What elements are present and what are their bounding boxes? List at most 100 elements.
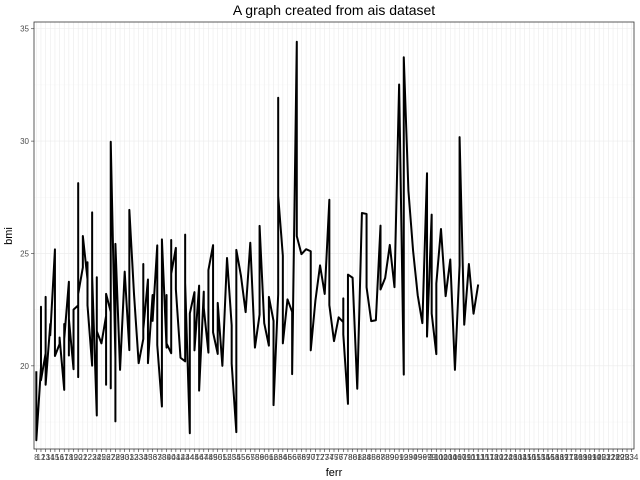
x-tick-label: 90 (390, 453, 399, 462)
x-tick-label: 86 (371, 453, 380, 462)
x-tick-label: 212 (602, 453, 616, 462)
x-tick-label: 115 (476, 453, 489, 462)
x-axis-ticks: 8121314151617181920212223242526272829303… (34, 449, 639, 462)
x-tick-label: 169 (555, 453, 569, 462)
x-tick-label: 133 (513, 453, 527, 462)
x-tick-label: 27 (106, 453, 115, 462)
x-tick-label: 8 (34, 453, 39, 462)
x-tick-label: 78 (344, 453, 353, 462)
y-tick-label: 35 (20, 25, 29, 34)
y-axis-ticks: 20 25 30 35 (20, 25, 34, 371)
x-tick-label: 35 (144, 453, 153, 462)
x-tick-label: 18 (64, 453, 73, 462)
x-tick-label: 68 (297, 453, 306, 462)
x-tick-label: 194 (588, 453, 602, 462)
x-tick-label: 53 (227, 453, 236, 462)
x-tick-label: 51 (218, 453, 227, 462)
x-tick-label: 118 (486, 453, 499, 462)
x-tick-label: 218 (606, 453, 620, 462)
x-tick-label: 95 (413, 453, 422, 462)
x-tick-label: 85 (367, 453, 376, 462)
x-tick-label: 109 (458, 453, 472, 462)
x-tick-label: 13 (41, 453, 50, 462)
x-tick-label: 20 (74, 453, 83, 462)
x-tick-label: 126 (504, 453, 518, 462)
x-tick-label: 67 (292, 453, 301, 462)
x-tick-label: 57 (246, 453, 255, 462)
x-tick-label: 71 (311, 453, 320, 462)
x-tick-label: 46 (195, 453, 204, 462)
x-tick-label: 107 (453, 453, 467, 462)
x-tick-label: 58 (250, 453, 259, 462)
x-tick-label: 12 (37, 453, 46, 462)
x-tick-label: 38 (157, 453, 166, 462)
x-tick-label: 99 (427, 453, 436, 462)
x-tick-label: 180 (569, 453, 583, 462)
x-tick-label: 104 (444, 453, 458, 462)
x-tick-label: 190 (578, 453, 592, 462)
x-tick-label: 47 (199, 453, 208, 462)
x-tick-label: 17 (60, 453, 69, 462)
x-tick-label: 156 (541, 453, 555, 462)
x-tick-label: 97 (423, 453, 432, 462)
x-tick-label: 82 (357, 453, 366, 462)
x-tick-label: 91 (395, 453, 404, 462)
x-tick-label: 177 (565, 453, 579, 462)
x-tick-label: 39 (162, 453, 171, 462)
x-tick-label: 44 (185, 453, 194, 462)
x-tick-label: 65 (283, 453, 292, 462)
x-tick-label: 42 (176, 453, 185, 462)
x-tick-label: 29 (116, 453, 125, 462)
x-tick-label: 64 (278, 453, 287, 462)
x-tick-label: 158 (546, 453, 560, 462)
x-tick-label: 88 (381, 453, 390, 462)
x-tick-label: 60 (260, 453, 269, 462)
x-tick-label: 59 (255, 453, 264, 462)
x-tick-label: 40 (167, 453, 176, 462)
x-tick-label: 70 (306, 453, 315, 462)
y-axis-title: bmi (3, 227, 15, 245)
y-tick-label: 30 (20, 137, 29, 146)
x-tick-label: 191 (583, 453, 597, 462)
x-tick-label: 100 (430, 453, 444, 462)
x-tick-label: 31 (125, 453, 134, 462)
x-tick-label: 36 (148, 453, 157, 462)
x-tick-label: 66 (288, 453, 297, 462)
x-tick-label: 234 (625, 453, 639, 462)
x-tick-label: 21 (78, 453, 87, 462)
x-tick-label: 163 (551, 453, 565, 462)
x-tick-label: 96 (418, 453, 427, 462)
x-tick-label: 195 (592, 453, 606, 462)
x-tick-label: 52 (223, 453, 232, 462)
x-tick-label: 124 (499, 453, 513, 462)
x-tick-label: 113 (472, 453, 485, 462)
x-tick-label: 22 (83, 453, 92, 462)
x-tick-label: 32 (130, 453, 139, 462)
grid-lines (34, 22, 634, 449)
x-tick-label: 61 (264, 453, 273, 462)
x-tick-label: 24 (92, 453, 101, 462)
x-tick-label: 103 (439, 453, 453, 462)
x-tick-label: 73 (320, 453, 329, 462)
x-tick-label: 15 (50, 453, 59, 462)
x-tick-label: 48 (204, 453, 213, 462)
x-tick-label: 203 (597, 453, 611, 462)
x-tick-label: 153 (532, 453, 546, 462)
x-tick-label: 54 (232, 453, 241, 462)
x-tick-label: 62 (269, 453, 278, 462)
x-tick-label: 37 (153, 453, 162, 462)
x-tick-label: 183 (574, 453, 588, 462)
x-tick-label: 41 (171, 453, 180, 462)
x-tick-label: 154 (537, 453, 551, 462)
x-tick-label: 28 (111, 453, 120, 462)
x-tick-label: 26 (102, 453, 111, 462)
x-tick-label: 84 (362, 453, 371, 462)
x-tick-label: 151 (527, 453, 541, 462)
x-tick-label: 93 (404, 453, 413, 462)
x-tick-label: 171 (560, 453, 574, 462)
x-tick-label: 106 (448, 453, 462, 462)
series-group (35, 40, 480, 442)
x-tick-label: 111 (467, 453, 480, 462)
x-tick-label: 49 (209, 453, 218, 462)
